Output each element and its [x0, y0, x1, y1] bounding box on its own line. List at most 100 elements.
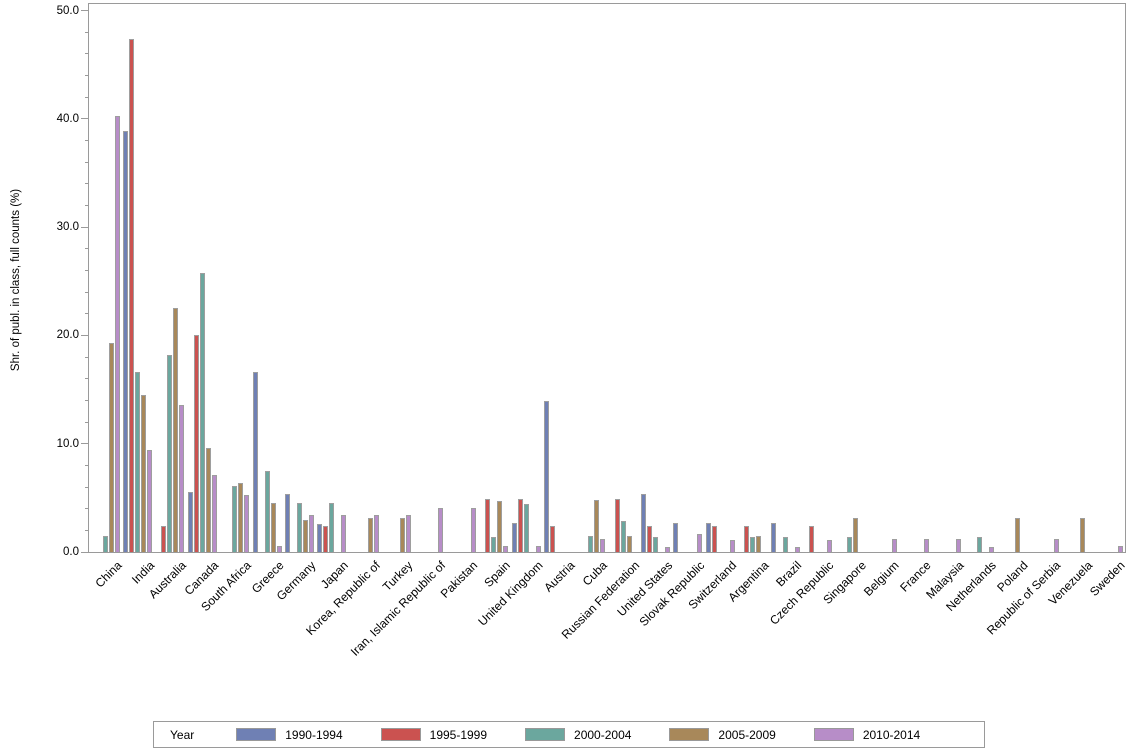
bar-korea-republic-of-2005-2009 — [367, 518, 373, 552]
y-major-tick — [81, 10, 89, 11]
bar-brazil-2000-2004 — [782, 536, 788, 552]
bar-india-1995-1999 — [129, 38, 135, 552]
bar-india-2005-2009 — [141, 394, 147, 552]
bar-united-kingdom-1995-1999 — [517, 498, 523, 552]
bar-argentina-2000-2004 — [750, 536, 756, 552]
y-tick-label: 50.0 — [56, 4, 79, 17]
bar-united-states-2000-2004 — [653, 536, 659, 552]
bar-spain-2000-2004 — [491, 536, 497, 552]
y-tick-label: 40.0 — [56, 112, 79, 125]
bar-poland-2005-2009 — [1015, 518, 1021, 552]
bar-argentina-1995-1999 — [744, 526, 750, 552]
bar-venezuela-2005-2009 — [1079, 518, 1085, 552]
y-tick-label: 30.0 — [56, 221, 79, 234]
bar-china-2000-2004 — [102, 535, 108, 552]
bar-cuba-2005-2009 — [594, 500, 600, 552]
y-tick-label: 0.0 — [63, 546, 79, 558]
bar-netherlands-2010-2014 — [988, 546, 994, 552]
y-minor-tick — [85, 529, 89, 531]
bar-canada-2010-2014 — [211, 475, 217, 552]
legend: Year 1990-1994 1995-1999 2000-2004 2005-200… — [153, 721, 985, 748]
bar-united-kingdom-1990-1994 — [511, 522, 517, 552]
legend-entry-2010-2014: 2010-2014 — [813, 728, 920, 742]
bar-brazil-1990-1994 — [770, 522, 776, 552]
y-minor-tick — [85, 53, 89, 55]
x-label-china: China — [92, 558, 125, 591]
bar-japan-2000-2004 — [329, 503, 335, 552]
bar-brazil-2010-2014 — [794, 546, 800, 552]
bar-argentina-2005-2009 — [756, 535, 762, 552]
bar-cuba-2000-2004 — [588, 535, 594, 552]
legend-title: Year — [170, 727, 195, 742]
bar-korea-republic-of-2010-2014 — [373, 515, 379, 552]
bar-russian-federation-2005-2009 — [626, 535, 632, 552]
legend-entry-1990-1994: 1990-1994 — [236, 727, 343, 742]
legend-label-1990-1994: 1990-1994 — [285, 727, 343, 742]
bar-germany-1990-1994 — [284, 493, 290, 552]
legend-label-2005-2009: 2005-2009 — [718, 727, 776, 742]
y-minor-tick — [85, 378, 89, 380]
bar-switzerland-1990-1994 — [705, 522, 711, 552]
y-major-tick — [81, 226, 89, 228]
bar-republic-of-serbia-2010-2014 — [1053, 539, 1059, 552]
x-label-sweden: Sweden — [1087, 558, 1129, 599]
bar-australia-1995-1999 — [161, 526, 167, 552]
bar-united-kingdom-2010-2014 — [535, 545, 541, 552]
y-minor-tick — [85, 421, 89, 423]
bar-australia-2000-2004 — [167, 354, 173, 552]
legend-swatch-1990-1994 — [236, 728, 277, 741]
x-label-austria: Austria — [541, 558, 578, 595]
bar-canada-2005-2009 — [205, 448, 211, 552]
y-tick-label: 10.0 — [56, 437, 79, 450]
bar-south-africa-2005-2009 — [238, 482, 244, 552]
bar-china-2005-2009 — [108, 342, 114, 552]
bar-sweden-2010-2014 — [1118, 545, 1124, 552]
y-minor-tick — [85, 31, 89, 33]
y-major-tick — [81, 334, 89, 336]
bar-canada-1990-1994 — [187, 492, 193, 552]
y-major-tick — [81, 443, 89, 445]
y-minor-tick — [85, 269, 89, 271]
bar-india-2000-2004 — [135, 372, 141, 552]
y-minor-tick — [85, 204, 89, 206]
bar-switzerland-1995-1999 — [711, 526, 717, 552]
y-major-tick — [81, 551, 89, 553]
bar-netherlands-2000-2004 — [976, 536, 982, 552]
bar-greece-2005-2009 — [270, 503, 276, 552]
y-minor-tick — [85, 464, 89, 466]
x-label-belgium: Belgium — [860, 558, 902, 599]
bar-switzerland-2010-2014 — [729, 540, 735, 552]
y-minor-tick — [85, 356, 89, 358]
bar-china-2010-2014 — [114, 115, 120, 552]
y-tick-label: 20.0 — [56, 329, 79, 342]
legend-entry-1995-1999: 1995-1999 — [380, 728, 487, 742]
plot-area: 0.0 10.0 20.0 30.0 40.0 50.0 China India Austral… — [57, 3, 1128, 659]
y-minor-tick — [85, 161, 89, 163]
bar-united-kingdom-2000-2004 — [523, 504, 529, 552]
bar-czech-republic-2010-2014 — [826, 540, 832, 552]
bar-cuba-2010-2014 — [600, 539, 606, 552]
y-minor-tick — [85, 399, 89, 401]
bar-japan-2010-2014 — [341, 515, 347, 552]
bar-czech-republic-1995-1999 — [808, 526, 814, 552]
bar-spain-2005-2009 — [497, 501, 503, 552]
bar-russian-federation-1995-1999 — [614, 498, 620, 552]
bar-slovak-republic-1990-1994 — [673, 522, 679, 552]
bar-pakistan-2010-2014 — [470, 507, 476, 552]
bar-united-states-1995-1999 — [647, 526, 653, 552]
bar-germany-2000-2004 — [296, 503, 302, 552]
y-minor-tick — [85, 291, 89, 293]
legend-swatch-2010-2014 — [813, 728, 854, 741]
y-minor-tick — [85, 96, 89, 98]
bar-australia-2005-2009 — [173, 308, 179, 552]
y-axis-title: Shr. of publ. in class, full counts (%) — [10, 188, 22, 372]
bar-slovak-republic-2010-2014 — [697, 533, 703, 552]
y-minor-tick — [85, 313, 89, 315]
legend-entries: 1990-1994 1995-1999 2000-2004 2005-2009 2010… — [236, 728, 958, 742]
bar-south-africa-2010-2014 — [244, 494, 250, 552]
bar-united-states-1990-1994 — [641, 493, 647, 552]
bar-turkey-2005-2009 — [400, 518, 406, 552]
bar-france-2010-2014 — [924, 539, 930, 552]
x-label-india: India — [128, 558, 157, 587]
